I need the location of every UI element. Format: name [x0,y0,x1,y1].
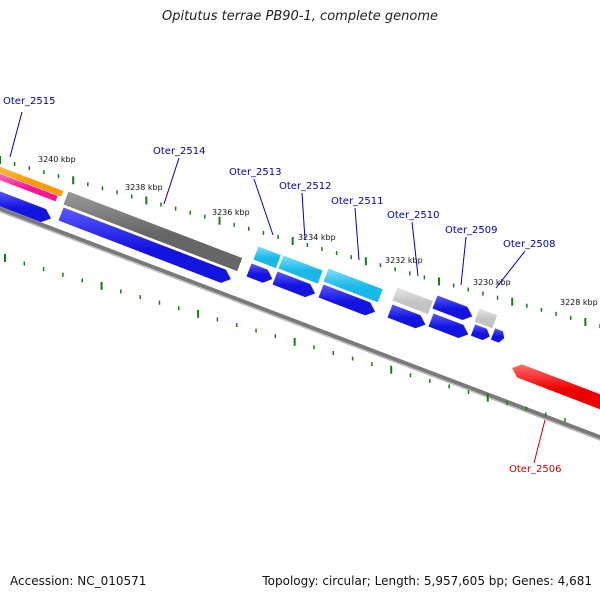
gene-label: Oter_2506 [509,464,562,475]
gene-leader-line [533,419,546,464]
cds-feature-oter-2513 [253,246,281,269]
cds-feature-pink [0,173,58,202]
gene-leader-line [411,221,419,277]
map-title: Opitutus terrae PB90-1, complete genome [161,9,439,24]
gene-leader-line [9,111,23,158]
cds-feature-oter-2514 [63,191,243,272]
kbp-label: 3238 kbp [125,183,163,192]
kbp-label: 3234 kbp [298,233,336,242]
cds-feature-blue [490,328,505,343]
kbp-label: 3230 kbp [473,278,511,287]
cds-feature-blue [58,207,231,283]
gene-label: Oter_2513 [229,167,282,178]
gene-leader-line [460,236,467,286]
kbp-label: 3236 kbp [212,208,250,217]
cds-feature-blue [318,284,376,316]
accession-text: Accession: NC_010571 [10,574,147,588]
cds-feature-oter-2510 [392,287,433,315]
cds-feature-oter-2506 [512,364,600,410]
gene-leader-line [163,157,180,205]
gene-leader-line [495,250,526,289]
cds-feature-blue [387,304,426,329]
gene-label: Oter_2510 [387,210,440,221]
kbp-label: 3232 kbp [385,256,423,265]
cds-feature-blue [428,313,469,338]
gene-label: Oter_2511 [331,196,384,207]
gene-label: Oter_2512 [279,181,332,192]
gene-leader-line [301,192,306,241]
cds-feature-oter-2511 [323,268,383,303]
cds-feature-blue [0,191,52,223]
cds-feature-oter-2508 [474,308,498,329]
cds-feature-blue [470,324,490,341]
gene-label: Oter_2515 [3,96,56,107]
kbp-label: 3228 kbp [560,298,598,307]
gene-label: Oter_2514 [153,146,206,157]
cds-feature-oter-2512 [278,255,323,284]
cds-feature-blue [272,271,316,298]
gene-leader-line [253,178,274,236]
genome-summary-text: Topology: circular; Length: 5,957,605 bp… [262,574,592,588]
cds-feature-blue [246,263,273,283]
cds-feature-oter-2509 [432,295,473,320]
gene-label: Oter_2509 [445,225,498,236]
cds-feature-orange [0,166,64,197]
gene-label: Oter_2508 [503,239,556,250]
kbp-label: 3240 kbp [38,155,76,164]
gene-leader-line [354,207,360,261]
